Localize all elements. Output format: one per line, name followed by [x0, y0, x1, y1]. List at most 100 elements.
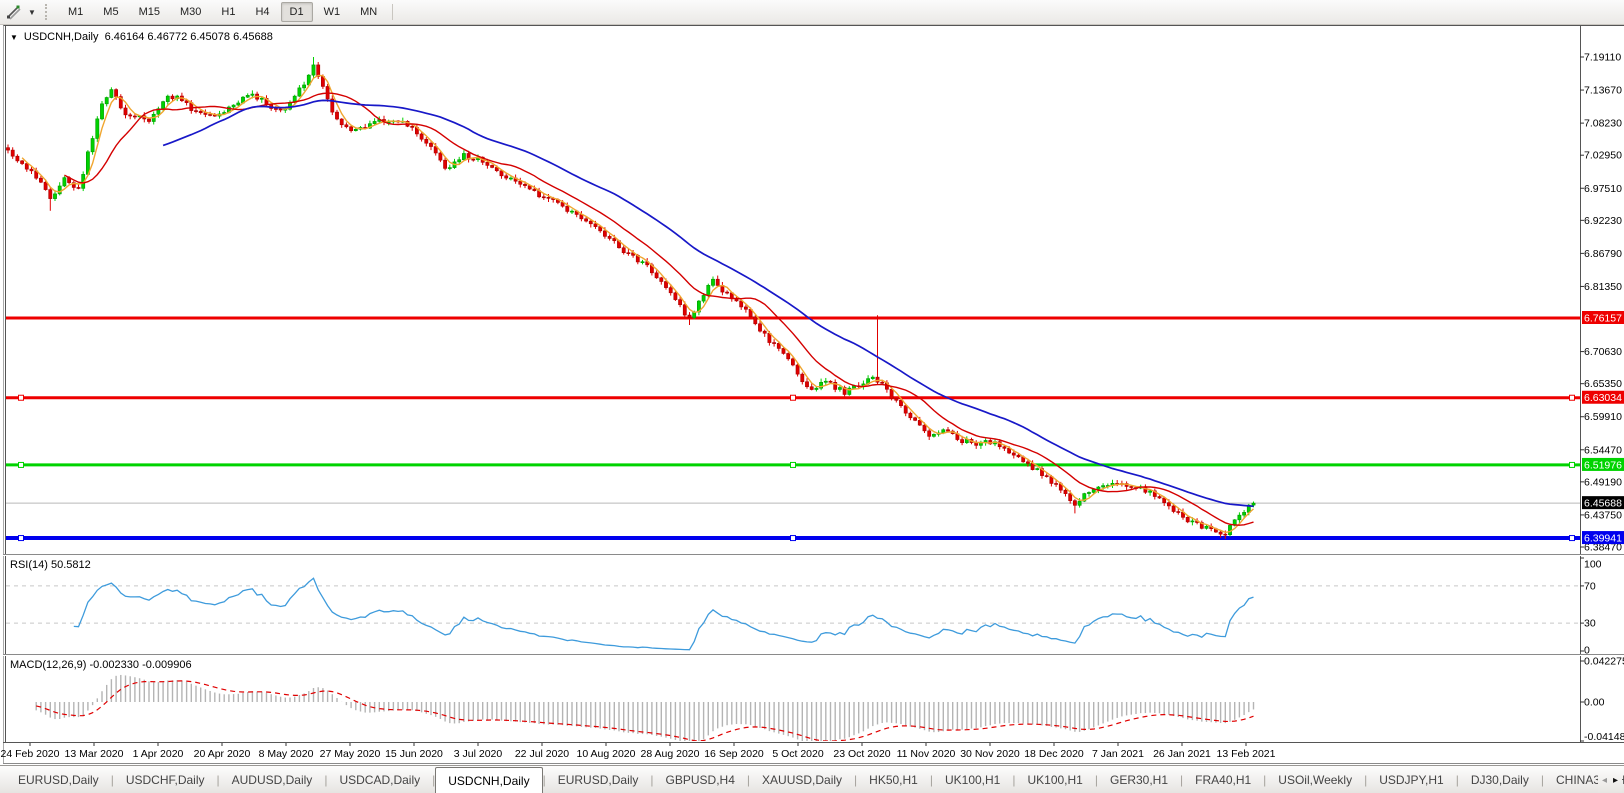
line-selection-handle[interactable] — [790, 394, 796, 401]
chart-tab-eurusd-daily[interactable]: EURUSD,Daily — [557, 772, 639, 787]
tool-dropdown-arrow-icon[interactable]: ▼ — [28, 7, 36, 17]
timeframe-button-h1[interactable]: H1 — [221, 6, 236, 18]
line-selection-handle[interactable] — [1569, 461, 1575, 468]
date-tick-label: 3 Jul 2020 — [454, 748, 503, 760]
tab-scroll-left-icon[interactable]: ◂ — [1601, 774, 1607, 786]
macd-scale-label: -0.04148 — [1584, 731, 1624, 743]
price-tick-label: 7.19110 — [1584, 52, 1621, 64]
line-selection-handle[interactable] — [790, 535, 796, 542]
price-tick-label: 6.92230 — [1584, 215, 1622, 227]
price-level-badge — [1582, 457, 1624, 471]
chart-tab-uk100-h1[interactable]: UK100,H1 — [944, 772, 1001, 787]
tab-divider: | — [854, 772, 858, 787]
chart-tab-usdcnh-daily[interactable]: USDCNH,Daily — [435, 767, 543, 793]
chart-tab-fra40-h1[interactable]: FRA40,H1 — [1195, 772, 1252, 787]
tab-divider: | — [1012, 772, 1016, 787]
line-selection-handle[interactable] — [1569, 394, 1575, 401]
chart-ohlc-values: 6.46164 6.46772 6.45078 6.45688 — [104, 31, 273, 43]
timeframe-button-h4[interactable]: H4 — [255, 6, 270, 18]
price-tick-label: 6.54470 — [1584, 444, 1622, 456]
line-selection-handle[interactable] — [18, 394, 24, 401]
macd-indicator-label: MACD(12,26,9) -0.002330 -0.009906 — [10, 659, 192, 671]
tab-divider: | — [542, 772, 546, 787]
date-tick-label: 7 Jan 2021 — [1092, 748, 1144, 760]
price-level-badge — [1582, 496, 1624, 510]
collapse-triangle-icon[interactable]: ▼ — [10, 33, 18, 42]
tab-divider: | — [929, 772, 933, 787]
chart-symbol-period: USDCNH,Daily — [23, 31, 99, 43]
date-tick-label: 22 Jul 2020 — [515, 748, 569, 760]
line-selection-handle[interactable] — [18, 535, 24, 542]
chart-tab-gbpusd-h4[interactable]: GBPUSD,H4 — [665, 772, 735, 787]
crosshair-tool-icon[interactable] — [4, 3, 24, 21]
timeframe-button-m5[interactable]: M5 — [103, 6, 119, 18]
chart-canvas[interactable]: 7.19110 7.13670 7.08230 7.02950 6.97510 6.922… — [0, 25, 1624, 765]
price-tick-label: 6.65350 — [1584, 378, 1622, 390]
date-tick-label: 13 Feb 2021 — [1217, 748, 1276, 760]
date-tick-label: 16 Sep 2020 — [704, 748, 764, 760]
macd-scale-label: 0.00 — [1584, 697, 1605, 709]
timeframe-button-mn[interactable]: MN — [360, 6, 378, 18]
chart-tab-dj30-daily[interactable]: DJ30,Daily — [1470, 772, 1529, 787]
svg-text:6.63034: 6.63034 — [1584, 392, 1622, 404]
rsi-scale-label: 30 — [1584, 618, 1596, 630]
date-tick-label: 28 Aug 2020 — [641, 748, 700, 760]
chart-tabs-group: EURUSD,Daily | USDCHF,Daily | AUDUSD,Daily | U… — [6, 766, 1624, 793]
timeframe-toolbar: ▼ M1 M5 M15 M30 H1 H4 D1 W1 MN — [0, 0, 1624, 25]
timeframe-button-w1[interactable]: W1 — [323, 6, 341, 18]
chart-tab-usdchf-daily[interactable]: USDCHF,Daily — [125, 772, 205, 787]
toolbar-separator — [392, 4, 394, 20]
chart-tab-audusd-daily[interactable]: AUDUSD,Daily — [231, 772, 313, 787]
rsi-pane[interactable] — [6, 577, 1580, 651]
rsi-indicator-label: RSI(14) 50.5812 — [10, 559, 91, 571]
tab-divider: | — [1455, 772, 1459, 787]
chart-tab-usdcad-daily[interactable]: USDCAD,Daily — [339, 772, 421, 787]
date-tick-label: 11 Nov 2020 — [897, 748, 956, 760]
svg-text:6.39941: 6.39941 — [1584, 533, 1622, 545]
tab-divider: | — [216, 772, 220, 787]
chart-tab-ger30-h1[interactable]: GER30,H1 — [1109, 772, 1169, 787]
date-tick-label: 24 Feb 2020 — [1, 748, 60, 760]
price-tick-label: 6.70630 — [1584, 346, 1622, 358]
timeframe-button-m1[interactable]: M1 — [68, 6, 84, 18]
line-selection-handle[interactable] — [18, 461, 24, 468]
macd-pane[interactable] — [35, 674, 1255, 741]
toolbar-grip-handle[interactable] — [45, 4, 52, 20]
date-tick-label: 30 Nov 2020 — [960, 748, 1020, 760]
price-tick-label: 6.86790 — [1584, 248, 1622, 260]
tab-divider: | — [324, 772, 328, 787]
rsi-line — [73, 577, 1254, 651]
tab-divider: | — [650, 772, 654, 787]
chart-tab-usdjpy-h1[interactable]: USDJPY,H1 — [1379, 772, 1444, 787]
timeframe-button-m30[interactable]: M30 — [179, 6, 202, 18]
tab-divider: | — [1263, 772, 1267, 787]
price-level-badge — [1582, 390, 1624, 404]
svg-text:6.45688: 6.45688 — [1584, 498, 1622, 510]
price-tick-label: 6.49190 — [1584, 476, 1622, 488]
chart-tab-hk50-h1[interactable]: HK50,H1 — [869, 772, 918, 787]
chart-tab-eurusd-daily[interactable]: EURUSD,Daily — [18, 772, 99, 787]
chart-tab-xauusd-daily[interactable]: XAUUSD,Daily — [762, 772, 843, 787]
timeframe-button-d1[interactable]: D1 — [280, 2, 313, 22]
date-tick-label: 23 Oct 2020 — [833, 748, 890, 760]
timeframe-buttons-group: M1 M5 M15 M30 H1 H4 D1 W1 MN — [59, 2, 386, 22]
line-selection-handle[interactable] — [1569, 535, 1575, 542]
tab-divider: | — [110, 772, 114, 787]
line-selection-handle[interactable] — [790, 461, 796, 468]
chart-tab-usoil-weekly[interactable]: USOil,Weekly — [1278, 772, 1353, 787]
price-tick-label: 6.43750 — [1584, 509, 1622, 521]
timeframe-button-m15[interactable]: M15 — [138, 6, 160, 18]
macd-scale-label: 0.042275 — [1584, 656, 1624, 668]
main-price-pane[interactable] — [6, 57, 1580, 542]
tab-divider: | — [432, 772, 436, 787]
date-tick-label: 1 Apr 2020 — [133, 748, 184, 760]
price-level-badge — [1582, 310, 1624, 324]
price-tick-label: 6.59910 — [1584, 411, 1622, 423]
moving-average-line — [21, 74, 1254, 534]
chart-tab-uk100-h1[interactable]: UK100,H1 — [1027, 772, 1083, 787]
date-tick-label: 13 Mar 2020 — [65, 748, 124, 760]
date-tick-label: 15 Jun 2020 — [385, 748, 443, 760]
date-tick-label: 10 Aug 2020 — [577, 748, 636, 760]
tab-scroll-right-icon[interactable]: ▸ — [1612, 774, 1618, 786]
